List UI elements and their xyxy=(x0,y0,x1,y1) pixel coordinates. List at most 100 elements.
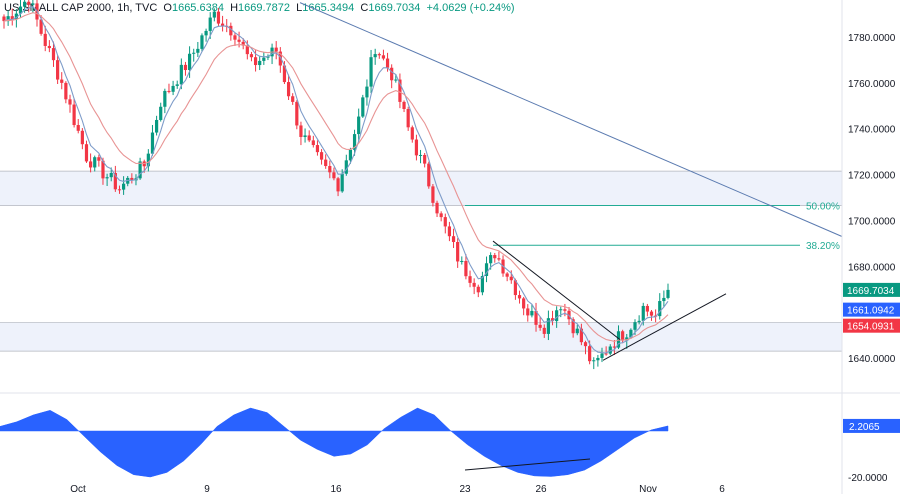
candle xyxy=(89,153,93,173)
candle xyxy=(604,346,608,356)
wedge-upper-line xyxy=(492,240,621,341)
candle-body xyxy=(212,11,216,18)
candle xyxy=(608,344,612,356)
candle xyxy=(435,200,439,217)
candle xyxy=(84,140,89,163)
candle-body xyxy=(608,346,612,354)
candle xyxy=(348,147,353,164)
candle xyxy=(274,41,278,60)
candle-body xyxy=(534,310,538,325)
candle xyxy=(612,339,616,355)
candle-body xyxy=(447,226,452,237)
candle xyxy=(47,40,51,53)
candle-body xyxy=(229,25,233,36)
candle-body xyxy=(592,360,596,362)
candle-body xyxy=(278,51,282,66)
candle-body xyxy=(588,346,592,362)
candle-body xyxy=(497,258,501,260)
candle xyxy=(575,324,579,336)
candle-body xyxy=(464,260,468,277)
candle-body xyxy=(2,16,6,22)
candle-body xyxy=(208,17,212,31)
candle xyxy=(621,329,625,344)
candle-body xyxy=(357,116,361,135)
slow-moving-average xyxy=(3,12,669,342)
candle xyxy=(439,211,443,222)
candle xyxy=(497,251,501,262)
candle-body xyxy=(113,172,117,190)
candle xyxy=(76,119,80,134)
candle xyxy=(200,33,204,52)
candle xyxy=(311,135,315,148)
candle xyxy=(456,238,460,268)
divergence-line xyxy=(464,458,591,471)
candle-body xyxy=(159,106,163,120)
candle xyxy=(600,347,604,363)
candle-body xyxy=(348,149,353,161)
candle xyxy=(286,74,291,100)
candle-body xyxy=(14,13,18,20)
candle-body xyxy=(171,85,175,92)
candle-body xyxy=(451,236,456,243)
candle xyxy=(649,310,654,321)
candle-body xyxy=(167,90,171,92)
candle-body xyxy=(472,282,476,287)
candle-body xyxy=(563,309,567,311)
candle xyxy=(596,354,600,367)
candle-body xyxy=(60,79,64,83)
candle xyxy=(579,323,583,346)
candle xyxy=(377,52,381,59)
candle xyxy=(229,22,233,41)
candle-body xyxy=(39,19,43,34)
candle-body xyxy=(344,160,348,174)
candle-body xyxy=(27,1,31,5)
candle-body xyxy=(579,328,583,343)
candle xyxy=(550,310,555,326)
candle-body xyxy=(319,152,324,160)
price-tick-label: 1680.0000 xyxy=(848,262,896,273)
candle-body xyxy=(105,177,109,179)
candle-body xyxy=(262,57,266,61)
time-axis[interactable]: Oct 9 16 23 26 Nov 6 xyxy=(70,484,725,494)
candle xyxy=(212,8,216,22)
candle-body xyxy=(291,96,295,102)
candle-body xyxy=(179,64,183,85)
candle xyxy=(398,73,402,109)
candle xyxy=(179,58,183,90)
candle xyxy=(522,296,526,316)
candle-body xyxy=(385,58,390,68)
trendlines xyxy=(299,2,843,361)
candle-body xyxy=(530,310,534,316)
candle-body xyxy=(616,331,621,348)
candle-body xyxy=(377,54,381,56)
candle xyxy=(340,169,344,193)
candle-body xyxy=(245,45,249,55)
candle xyxy=(278,47,282,73)
candle-body xyxy=(352,134,357,150)
candle xyxy=(196,41,200,57)
candle-body xyxy=(51,48,56,61)
candle-body xyxy=(89,161,93,168)
high-label: H xyxy=(230,2,239,14)
candle-body xyxy=(633,322,637,330)
candle xyxy=(464,254,468,280)
candle-body xyxy=(509,276,513,281)
candle xyxy=(56,55,60,84)
low-value: 1665.3494 xyxy=(302,2,355,14)
candle-body xyxy=(625,337,629,341)
candle xyxy=(262,52,266,65)
candle xyxy=(637,315,641,325)
candle-body xyxy=(6,16,10,22)
candle-body xyxy=(295,101,299,126)
candle-body xyxy=(299,125,303,137)
candle-body xyxy=(175,84,179,86)
candle xyxy=(542,324,546,338)
candle xyxy=(122,176,126,195)
candle-body xyxy=(596,357,600,361)
candle-body xyxy=(390,67,394,81)
price-tick-label: 1760.0000 xyxy=(848,79,896,90)
candle-body xyxy=(418,154,423,156)
candle-body xyxy=(241,41,245,46)
